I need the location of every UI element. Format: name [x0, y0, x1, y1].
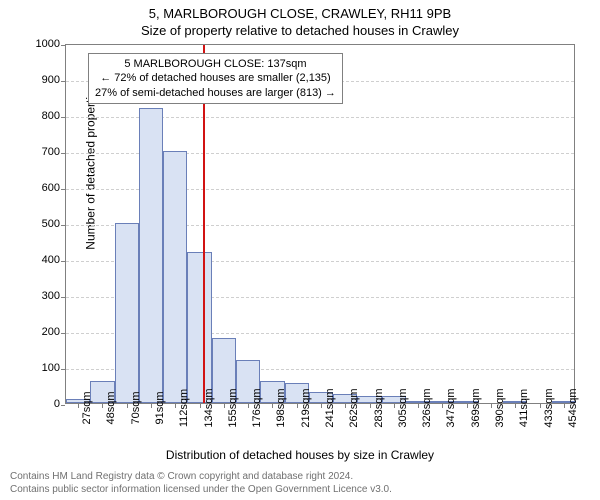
x-tick-label: 283sqm [373, 388, 385, 427]
attribution: Contains HM Land Registry data © Crown c… [10, 471, 392, 496]
histogram-bar [163, 151, 187, 403]
x-tick-label: 155sqm [227, 388, 239, 427]
x-tick-mark [200, 404, 201, 408]
x-tick-label: 198sqm [275, 388, 287, 427]
x-tick-label: 112sqm [178, 389, 190, 427]
x-tick-mark [78, 404, 79, 408]
x-tick-label: 454sqm [567, 388, 579, 427]
x-tick-mark [540, 404, 541, 408]
x-tick-mark [151, 404, 152, 408]
x-tick-label: 70sqm [130, 391, 142, 424]
x-tick-mark [248, 404, 249, 408]
x-tick-label: 48sqm [105, 391, 117, 424]
x-tick-label: 433sqm [543, 388, 555, 427]
y-tick-mark [61, 117, 65, 118]
x-tick-label: 390sqm [494, 388, 506, 427]
x-tick-mark [418, 404, 419, 408]
y-tick-mark [61, 189, 65, 190]
x-tick-mark [272, 404, 273, 408]
attribution-line-1: Contains HM Land Registry data © Crown c… [10, 471, 392, 484]
x-tick-mark [345, 404, 346, 408]
y-tick-mark [61, 81, 65, 82]
x-tick-label: 262sqm [348, 388, 360, 427]
x-tick-mark [175, 404, 176, 408]
y-tick-label: 500 [20, 218, 60, 230]
x-tick-mark [564, 404, 565, 408]
chart-subtitle: Size of property relative to detached ho… [0, 21, 600, 38]
x-axis-label: Distribution of detached houses by size … [0, 448, 600, 462]
x-tick-mark [102, 404, 103, 408]
x-tick-mark [321, 404, 322, 408]
x-tick-label: 347sqm [445, 388, 457, 427]
x-tick-label: 411sqm [518, 389, 530, 427]
x-tick-label: 27sqm [81, 391, 93, 424]
y-tick-label: 900 [20, 74, 60, 86]
y-tick-label: 600 [20, 182, 60, 194]
y-tick-label: 700 [20, 146, 60, 158]
y-tick-mark [61, 261, 65, 262]
y-tick-mark [61, 369, 65, 370]
annotation-line-1: 5 MARLBOROUGH CLOSE: 137sqm [95, 57, 336, 71]
x-tick-label: 219sqm [300, 388, 312, 427]
y-tick-label: 100 [20, 362, 60, 374]
x-tick-label: 326sqm [421, 388, 433, 427]
y-tick-label: 200 [20, 326, 60, 338]
y-tick-label: 800 [20, 110, 60, 122]
histogram-bar [115, 223, 139, 403]
chart-container: 5, MARLBOROUGH CLOSE, CRAWLEY, RH11 9PB … [0, 0, 600, 500]
x-tick-mark [394, 404, 395, 408]
annotation-line-3: 27% of semi-detached houses are larger (… [95, 86, 336, 100]
x-tick-label: 176sqm [251, 388, 263, 427]
y-tick-label: 400 [20, 254, 60, 266]
y-tick-mark [61, 405, 65, 406]
x-tick-label: 241sqm [324, 388, 336, 427]
y-tick-mark [61, 297, 65, 298]
x-tick-mark [224, 404, 225, 408]
x-tick-mark [515, 404, 516, 408]
x-tick-label: 369sqm [470, 388, 482, 427]
plot-area: 5 MARLBOROUGH CLOSE: 137sqm ← 72% of det… [65, 44, 575, 404]
annotation-box: 5 MARLBOROUGH CLOSE: 137sqm ← 72% of det… [88, 53, 343, 104]
y-tick-label: 300 [20, 290, 60, 302]
y-tick-label: 0 [20, 398, 60, 410]
x-tick-mark [467, 404, 468, 408]
y-tick-mark [61, 333, 65, 334]
page-title: 5, MARLBOROUGH CLOSE, CRAWLEY, RH11 9PB [0, 0, 600, 21]
annotation-line-2: ← 72% of detached houses are smaller (2,… [95, 71, 336, 85]
x-tick-mark [297, 404, 298, 408]
x-tick-label: 305sqm [397, 388, 409, 427]
x-tick-mark [491, 404, 492, 408]
attribution-line-2: Contains public sector information licen… [10, 484, 392, 497]
x-tick-label: 91sqm [154, 391, 166, 424]
y-tick-mark [61, 225, 65, 226]
histogram-bar [187, 252, 211, 403]
y-tick-mark [61, 45, 65, 46]
x-tick-mark [370, 404, 371, 408]
histogram-bar [139, 108, 163, 403]
y-tick-label: 1000 [20, 38, 60, 50]
x-tick-mark [442, 404, 443, 408]
y-tick-mark [61, 153, 65, 154]
x-tick-mark [127, 404, 128, 408]
